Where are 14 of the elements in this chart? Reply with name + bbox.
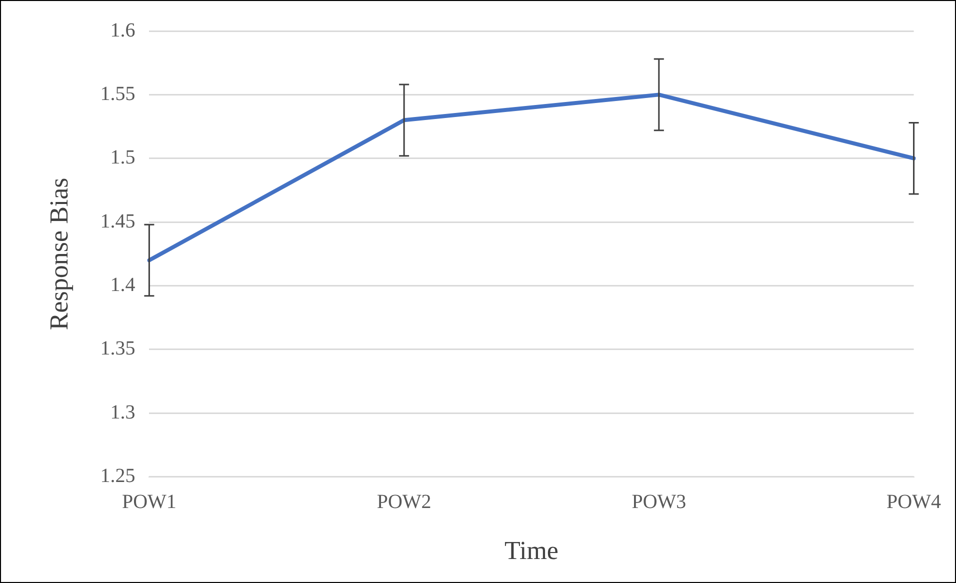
x-axis-title: Time — [504, 536, 558, 566]
x-tick-label: POW4 — [886, 491, 942, 514]
y-tick-label: 1.55 — [100, 82, 136, 105]
y-axis-title: Response Bias — [44, 178, 74, 330]
y-tick-label: 1.25 — [100, 465, 136, 488]
y-tick-label: 1.45 — [100, 210, 136, 232]
y-tick-label: 1.6 — [110, 19, 136, 42]
x-tick-label: POW3 — [632, 491, 686, 514]
y-tick-label: 1.4 — [110, 274, 136, 296]
x-tick-label: POW2 — [376, 491, 432, 514]
y-tick-label: 1.5 — [110, 146, 136, 169]
y-tick-label: 1.35 — [100, 338, 136, 360]
x-tick-label: POW1 — [122, 491, 176, 514]
y-tick-label: 1.3 — [110, 401, 136, 424]
